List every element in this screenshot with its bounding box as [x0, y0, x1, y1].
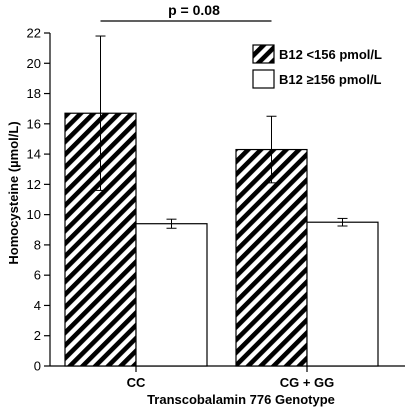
- legend-label-b12-low: B12 <156 pmol/L: [279, 47, 382, 62]
- y-tick-label: 18: [27, 86, 41, 101]
- y-tick-label: 0: [34, 359, 41, 374]
- x-tick-label: CC: [127, 375, 146, 390]
- y-tick-label: 22: [27, 26, 41, 41]
- legend: B12 <156 pmol/L B12 ≥156 pmol/L: [252, 44, 382, 89]
- x-tick-label: CG + GG: [280, 375, 335, 390]
- x-axis-title: Transcobalamin 776 Genotype: [147, 392, 335, 407]
- y-tick-label: 20: [27, 56, 41, 71]
- legend-label-b12-high: B12 ≥156 pmol/L: [279, 72, 382, 87]
- y-tick-label: 2: [34, 328, 41, 343]
- y-tick-label: 4: [34, 298, 41, 313]
- y-tick-label: 8: [34, 237, 41, 252]
- y-tick-label: 16: [27, 116, 41, 131]
- y-tick-label: 10: [27, 207, 41, 222]
- legend-swatch-b12-high: [252, 69, 275, 89]
- y-axis-title: Homocysteine (µmol/L): [6, 121, 21, 264]
- y-tick-label: 12: [27, 177, 41, 192]
- bar-b12-high-cg-gg: [306, 221, 379, 367]
- legend-swatch-b12-low: [252, 44, 275, 64]
- p-value-annotation: p = 0.08: [168, 2, 220, 18]
- bar-b12-high-cc: [135, 223, 208, 367]
- y-tick-label: 14: [27, 147, 41, 162]
- y-tick-label: 6: [34, 268, 41, 283]
